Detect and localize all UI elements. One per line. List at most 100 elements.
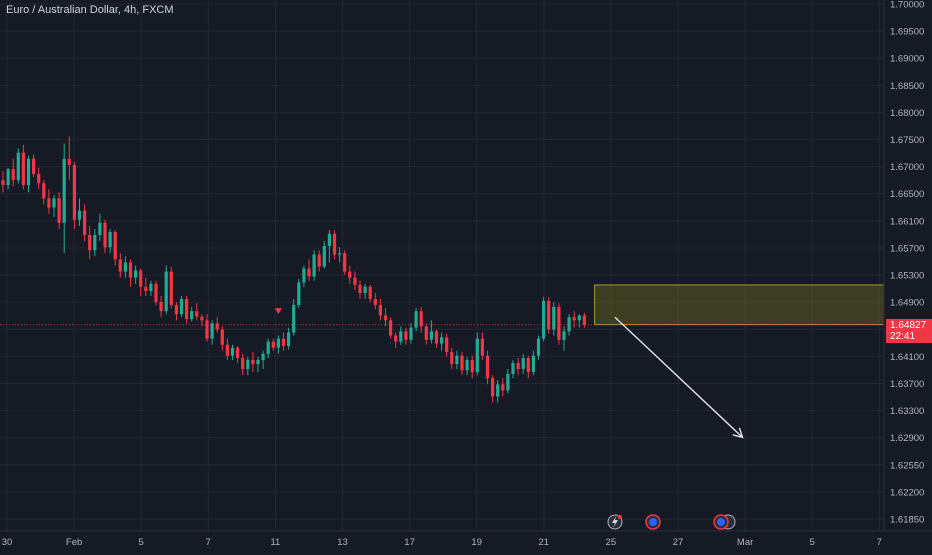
price-axis[interactable]: 1.70000 1.69500 1.69000 1.68500 1.68000 1.675… <box>883 0 924 531</box>
candle-up <box>506 369 510 394</box>
symbol-title[interactable]: Euro / Australian Dollar, 4h, FXCM <box>6 4 174 16</box>
price-tick-label: 1.62200 <box>890 487 924 498</box>
candle-down <box>103 219 107 254</box>
candle-body <box>230 347 235 356</box>
candle-down <box>205 314 209 342</box>
candle-down <box>317 250 321 272</box>
date-tick-label: 21 <box>539 537 550 548</box>
candle-up <box>455 350 459 370</box>
candle-down <box>307 259 311 281</box>
date-tick-label: 13 <box>337 537 348 548</box>
date-tick-label: 11 <box>270 537 280 548</box>
candle-up <box>531 350 535 376</box>
candle-body <box>496 384 500 397</box>
candle-down <box>373 292 377 310</box>
candle-up <box>123 256 127 278</box>
candle-body <box>445 337 449 353</box>
trend-arrow[interactable] <box>614 316 744 439</box>
supply-zone-box[interactable] <box>594 284 885 326</box>
candle-body <box>475 338 479 373</box>
down-marker-icon[interactable] <box>274 308 282 315</box>
candle-down <box>236 345 240 363</box>
candle-up <box>134 265 138 284</box>
candle-body <box>419 311 423 327</box>
candle-body <box>215 323 219 330</box>
time-axis[interactable]: 30 Feb 5 7 11 13 17 19 21 25 27 Mar 5 7 <box>0 530 932 548</box>
candle-down <box>154 280 158 306</box>
candle-body <box>144 286 148 292</box>
candle-body <box>67 158 71 165</box>
candle-up <box>266 338 270 359</box>
candle-body <box>455 355 459 365</box>
candle-body <box>460 355 464 371</box>
date-tick-label: 25 <box>606 537 617 548</box>
lightning-event-icon[interactable] <box>607 514 623 530</box>
candle-body <box>57 198 61 223</box>
date-tick-label: Feb <box>66 537 82 548</box>
candle-down <box>332 230 337 260</box>
candle-down <box>368 284 372 303</box>
candle-body <box>1 180 5 186</box>
economic-events-group-icon[interactable] <box>713 514 736 530</box>
candle-body <box>21 152 25 186</box>
candle-up <box>511 359 515 379</box>
candle-body <box>348 271 352 278</box>
candle-down <box>21 144 25 190</box>
candle-body <box>139 270 143 287</box>
candle-up <box>562 326 566 351</box>
date-tick-label: Mar <box>737 537 753 548</box>
candle-body <box>491 378 495 397</box>
candle-body <box>113 231 117 260</box>
economic-event-icon[interactable] <box>645 514 661 530</box>
grid-lines <box>0 0 884 531</box>
candle-down <box>480 332 484 360</box>
candle-down <box>526 355 530 379</box>
trend-arrowhead[interactable] <box>732 427 744 439</box>
candle-down <box>358 280 362 299</box>
candle-down <box>271 338 275 351</box>
candle-body <box>542 300 546 339</box>
candle-body <box>77 210 82 220</box>
candle-body <box>368 286 372 299</box>
trend-arrow-line[interactable] <box>614 316 743 438</box>
candle-body <box>440 337 444 344</box>
candle-up <box>93 228 97 257</box>
candle-down <box>251 352 255 373</box>
candle-body <box>205 320 209 339</box>
candle-up <box>6 167 10 190</box>
candle-body <box>220 329 224 345</box>
candle-up <box>536 335 541 360</box>
candle-down <box>11 158 15 187</box>
date-tick-label: 5 <box>139 537 144 548</box>
event-icons[interactable] <box>607 514 736 530</box>
candle-body <box>506 373 510 391</box>
candle-up <box>108 228 112 254</box>
candle-down <box>470 355 474 379</box>
candle-body <box>6 169 10 186</box>
resistance-zone[interactable] <box>594 284 885 326</box>
candle-body <box>547 300 551 330</box>
candle-body <box>246 359 250 370</box>
candle-down <box>445 333 449 357</box>
candle-body <box>429 331 433 340</box>
candle-body <box>567 317 571 332</box>
candle-body <box>582 315 586 325</box>
candle-up <box>322 241 326 269</box>
candle-body <box>271 341 275 348</box>
candle-up <box>230 344 235 360</box>
bar-countdown: 22:41 <box>890 331 916 342</box>
candle-body <box>470 359 474 373</box>
candles <box>1 136 586 403</box>
candle-down <box>139 268 143 296</box>
candle-down <box>67 136 71 181</box>
candle-up <box>552 302 556 336</box>
candle-up <box>210 320 214 345</box>
candle-body <box>128 262 133 278</box>
candle-down <box>32 154 36 178</box>
candle-body <box>297 282 301 306</box>
candle-body <box>363 286 367 293</box>
candle-down <box>159 295 163 318</box>
annotations[interactable] <box>274 308 744 439</box>
